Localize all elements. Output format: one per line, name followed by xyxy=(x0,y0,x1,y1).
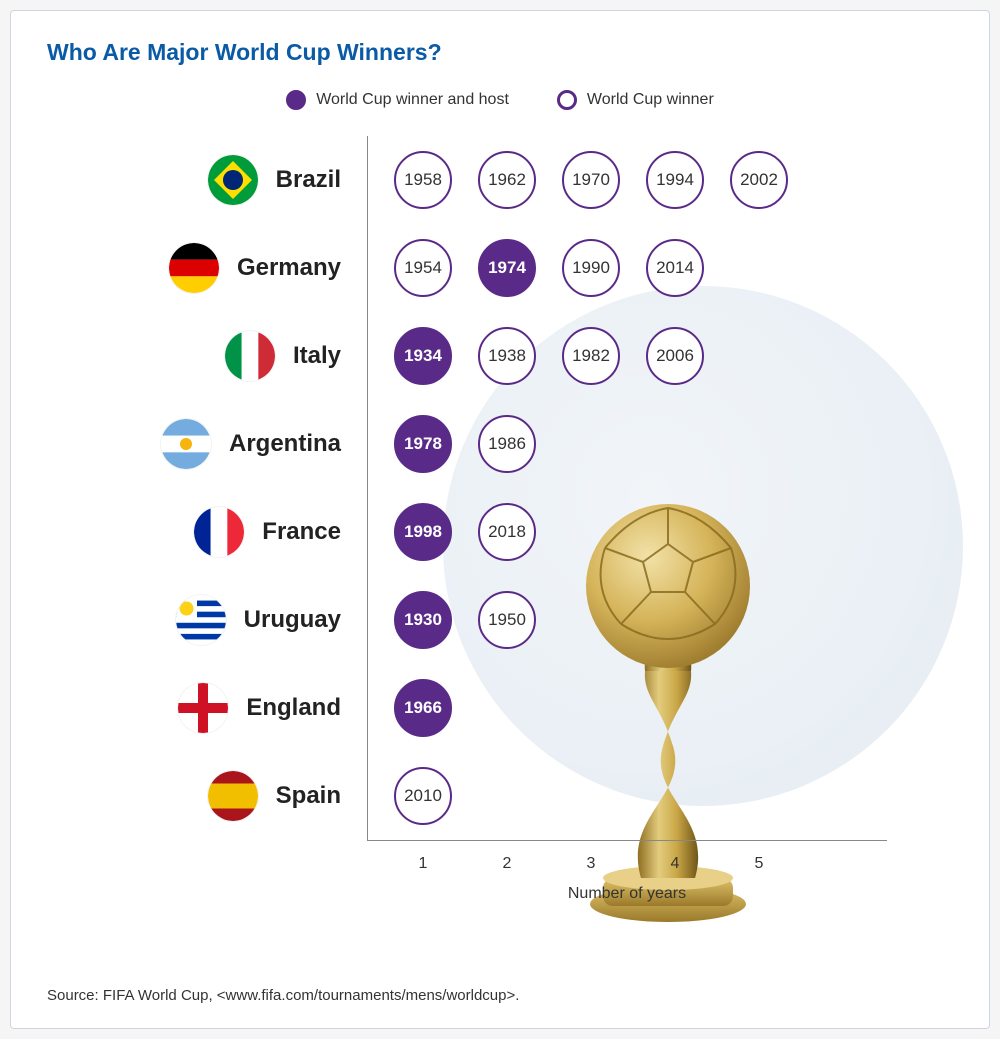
legend-label-winner: World Cup winner xyxy=(587,91,714,109)
country-row: France 1998 2018 xyxy=(107,488,953,576)
x-axis: 1 2 3 4 5 Number of years xyxy=(367,840,887,910)
country-row: Germany 1954 1974 1990 2014 xyxy=(107,224,953,312)
years-column: 1930 1950 xyxy=(367,576,536,664)
france-flag-icon xyxy=(194,507,244,557)
country-name: Argentina xyxy=(229,430,341,458)
year-bubble-winner: 2006 xyxy=(646,327,704,385)
country-block: Uruguay xyxy=(107,595,367,645)
country-block: France xyxy=(107,507,367,557)
year-bubble-winner: 2018 xyxy=(478,503,536,561)
year-bubble-winner: 1938 xyxy=(478,327,536,385)
years-column: 1954 1974 1990 2014 xyxy=(367,224,704,312)
england-flag-icon xyxy=(178,683,228,733)
country-name: Spain xyxy=(276,782,341,810)
spain-flag-icon xyxy=(208,771,258,821)
italy-flag-icon xyxy=(225,331,275,381)
x-tick: 5 xyxy=(730,855,788,873)
year-bubble-winner: 1962 xyxy=(478,151,536,209)
country-row: England 1966 xyxy=(107,664,953,752)
legend-label-host: World Cup winner and host xyxy=(316,91,509,109)
chart-title: Who Are Major World Cup Winners? xyxy=(47,39,953,66)
country-block: Brazil xyxy=(107,155,367,205)
year-bubble-winner: 2010 xyxy=(394,767,452,825)
germany-flag-icon xyxy=(169,243,219,293)
legend-marker-filled xyxy=(286,90,306,110)
source-citation: Source: FIFA World Cup, <www.fifa.com/to… xyxy=(47,987,519,1004)
year-bubble-winner: 1986 xyxy=(478,415,536,473)
year-bubble-host: 1998 xyxy=(394,503,452,561)
year-bubble-winner: 1990 xyxy=(562,239,620,297)
years-column: 1934 1938 1982 2006 xyxy=(367,312,704,400)
x-tick: 1 xyxy=(394,855,452,873)
year-bubble-host: 1966 xyxy=(394,679,452,737)
country-block: Germany xyxy=(107,243,367,293)
year-bubble-host: 1934 xyxy=(394,327,452,385)
country-row: Uruguay 1930 1950 xyxy=(107,576,953,664)
legend-item-host: World Cup winner and host xyxy=(286,90,509,110)
year-bubble-winner: 1970 xyxy=(562,151,620,209)
x-tick: 3 xyxy=(562,855,620,873)
legend-marker-outline xyxy=(557,90,577,110)
country-name: Brazil xyxy=(276,166,341,194)
year-bubble-winner: 1958 xyxy=(394,151,452,209)
years-column: 2010 xyxy=(367,752,452,840)
legend-item-winner: World Cup winner xyxy=(557,90,714,110)
x-axis-label: Number of years xyxy=(367,885,887,903)
country-row: Italy 1934 1938 1982 2006 xyxy=(107,312,953,400)
year-bubble-winner: 1994 xyxy=(646,151,704,209)
country-block: England xyxy=(107,683,367,733)
country-name: Uruguay xyxy=(244,606,341,634)
years-column: 1998 2018 xyxy=(367,488,536,576)
country-row: Argentina 1978 1986 xyxy=(107,400,953,488)
brazil-flag-icon xyxy=(208,155,258,205)
x-tick: 2 xyxy=(478,855,536,873)
years-column: 1978 1986 xyxy=(367,400,536,488)
country-row: Brazil 1958 1962 1970 1994 2002 xyxy=(107,136,953,224)
country-name: England xyxy=(246,694,341,722)
year-bubble-winner: 1982 xyxy=(562,327,620,385)
rows-container: Brazil 1958 1962 1970 1994 2002 Germany 1954 197… xyxy=(107,136,953,840)
infographic-card: Who Are Major World Cup Winners? World C… xyxy=(10,10,990,1029)
x-tick: 4 xyxy=(646,855,704,873)
year-bubble-host: 1978 xyxy=(394,415,452,473)
year-bubble-winner: 2014 xyxy=(646,239,704,297)
country-row: Spain 2010 xyxy=(107,752,953,840)
years-column: 1958 1962 1970 1994 2002 xyxy=(367,136,788,224)
country-block: Spain xyxy=(107,771,367,821)
year-bubble-winner: 1954 xyxy=(394,239,452,297)
legend: World Cup winner and host World Cup winn… xyxy=(47,90,953,110)
country-block: Argentina xyxy=(107,419,367,469)
country-name: Italy xyxy=(293,342,341,370)
uruguay-flag-icon xyxy=(176,595,226,645)
x-ticks: 1 2 3 4 5 xyxy=(367,841,887,873)
country-name: France xyxy=(262,518,341,546)
country-name: Germany xyxy=(237,254,341,282)
year-bubble-host: 1930 xyxy=(394,591,452,649)
year-bubble-winner: 2002 xyxy=(730,151,788,209)
chart-area: Brazil 1958 1962 1970 1994 2002 Germany 1954 197… xyxy=(107,136,953,926)
year-bubble-winner: 1950 xyxy=(478,591,536,649)
years-column: 1966 xyxy=(367,664,452,752)
year-bubble-host: 1974 xyxy=(478,239,536,297)
argentina-flag-icon xyxy=(161,419,211,469)
country-block: Italy xyxy=(107,331,367,381)
